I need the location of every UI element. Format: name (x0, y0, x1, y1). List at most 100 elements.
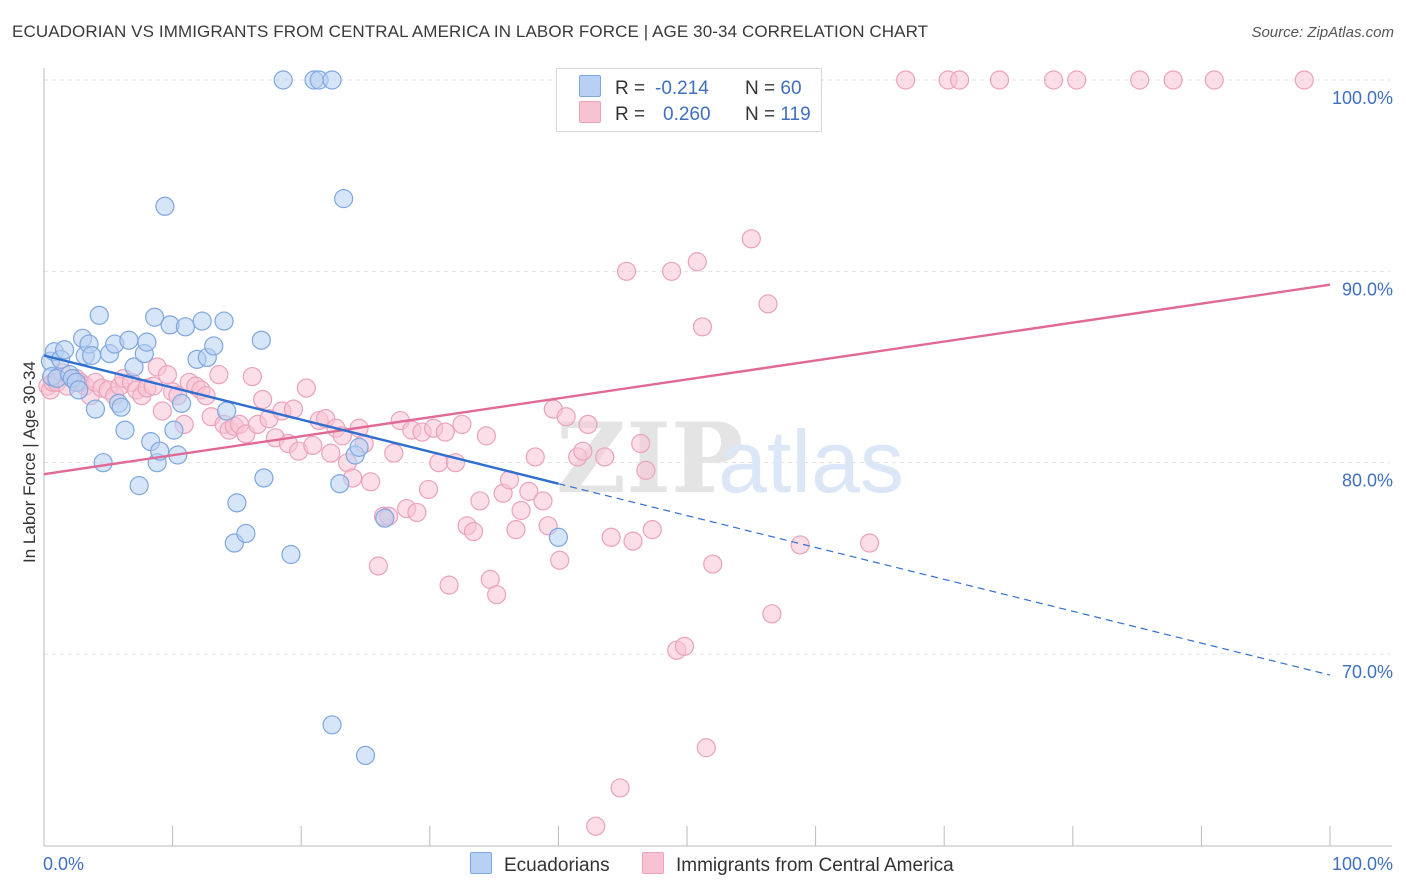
data-point-immigrants (1067, 70, 1087, 90)
data-point-immigrants (616, 261, 637, 281)
data-point-immigrants (435, 422, 455, 442)
data-point-immigrants (384, 443, 404, 463)
data-point-immigrants (601, 527, 621, 547)
data-point-immigrants (550, 550, 570, 570)
data-point-ecuadorians (111, 397, 131, 417)
data-point-immigrants (573, 441, 593, 461)
legend-n-label: N = (745, 78, 776, 99)
legend-row-immigrants: R = 0.260 N = 119 (579, 101, 811, 127)
data-point-ecuadorians (81, 345, 102, 366)
data-point-ecuadorians (214, 311, 234, 331)
data-point-immigrants (762, 604, 782, 624)
data-point-ecuadorians (322, 715, 342, 735)
data-point-ecuadorians (281, 544, 301, 565)
data-point-immigrants (506, 520, 526, 540)
data-point-ecuadorians (124, 357, 144, 377)
data-point-ecuadorians (93, 453, 113, 473)
data-point-ecuadorians (334, 189, 354, 209)
data-point-immigrants (525, 447, 545, 467)
data-point-ecuadorians (251, 330, 271, 350)
data-point-immigrants (242, 366, 262, 387)
data-point-immigrants (1043, 70, 1064, 90)
data-point-ecuadorians (192, 311, 212, 331)
trend-line-ecuadorians-extension (558, 483, 1331, 676)
legend-r-value: 0.260 (663, 104, 711, 125)
data-point-immigrants (595, 447, 615, 467)
data-point-immigrants (610, 778, 630, 798)
data-point-ecuadorians (155, 196, 175, 216)
data-point-immigrants (321, 443, 341, 463)
data-point-ecuadorians (129, 476, 149, 496)
watermark-atlas: atlas (718, 412, 904, 511)
data-point-immigrants (439, 575, 459, 595)
data-point-immigrants (511, 500, 531, 521)
data-point-ecuadorians (54, 340, 75, 360)
legend-n-label: N = (745, 104, 776, 125)
data-point-immigrants (758, 294, 778, 314)
legend-r-label: R = (615, 78, 646, 99)
data-point-immigrants (623, 531, 643, 551)
data-point-ecuadorians (355, 745, 376, 766)
data-point-ecuadorians (172, 393, 192, 413)
data-point-immigrants (790, 535, 810, 555)
data-point-immigrants (896, 70, 916, 90)
legend-series: Ecuadorians Immigrants from Central Amer… (0, 852, 1406, 878)
data-point-ecuadorians (137, 332, 157, 352)
trend-lines (43, 283, 1331, 676)
legend-item-immigrants: Immigrants from Central America (642, 852, 954, 877)
data-point-ecuadorians (330, 474, 350, 494)
data-point-immigrants (703, 554, 723, 574)
data-point-immigrants (418, 479, 439, 500)
data-point-ecuadorians (273, 70, 293, 90)
trend-line-ecuadorians (43, 354, 559, 485)
data-point-immigrants (631, 433, 651, 454)
data-point-immigrants (407, 502, 427, 523)
data-point-ecuadorians (69, 380, 89, 400)
data-point-immigrants (487, 585, 507, 605)
data-point-immigrants (674, 636, 695, 656)
data-point-immigrants (157, 365, 178, 385)
data-point-immigrants (661, 261, 682, 281)
data-point-immigrants (687, 252, 707, 272)
legend-stats: R = -0.214 N = 60 R = 0.260 N = 119 (556, 68, 822, 132)
data-point-immigrants (368, 556, 388, 576)
data-point-immigrants (578, 414, 598, 434)
legend-r-label: R = (615, 104, 646, 125)
y-tick-label: 70.0% (1342, 662, 1393, 682)
data-point-immigrants (989, 70, 1010, 90)
tick-labels: 70.0% 80.0% 90.0% 100.0% 0.0% 100.0% (43, 88, 1393, 874)
trend-line-immigrants (43, 283, 1331, 476)
data-point-immigrants (642, 520, 662, 540)
data-point-ecuadorians (164, 420, 184, 440)
data-point-ecuadorians (119, 330, 139, 350)
data-point-immigrants (533, 491, 553, 511)
legend-row-ecuadorians: R = -0.214 N = 60 (579, 75, 802, 101)
data-point-ecuadorians (204, 336, 224, 356)
data-point-immigrants (296, 378, 316, 398)
data-point-immigrants (1294, 70, 1314, 90)
legend-r-value: -0.214 (655, 78, 709, 99)
data-point-immigrants (152, 401, 172, 421)
legend-label: Ecuadorians (504, 855, 610, 876)
y-tick-label: 90.0% (1342, 279, 1393, 299)
series-ecuadorians-points (40, 70, 569, 766)
legend-swatch-pink (642, 852, 664, 874)
legend-swatch-blue (579, 75, 601, 97)
data-point-ecuadorians (89, 305, 109, 325)
data-point-immigrants (253, 389, 273, 410)
data-point-ecuadorians (85, 399, 106, 419)
data-point-ecuadorians (548, 527, 569, 547)
data-point-ecuadorians (322, 70, 342, 90)
axes (43, 68, 1392, 847)
data-point-ecuadorians (115, 420, 135, 440)
chart-title: ECUADORIAN VS IMMIGRANTS FROM CENTRAL AM… (12, 22, 929, 41)
data-point-ecuadorians (227, 493, 247, 513)
data-point-immigrants (361, 472, 381, 492)
legend-swatch-pink (579, 101, 601, 123)
data-point-immigrants (586, 816, 606, 836)
legend-swatch-blue (470, 852, 492, 874)
data-point-immigrants (950, 70, 970, 90)
data-point-immigrants (1130, 70, 1150, 90)
data-point-ecuadorians (349, 437, 369, 457)
